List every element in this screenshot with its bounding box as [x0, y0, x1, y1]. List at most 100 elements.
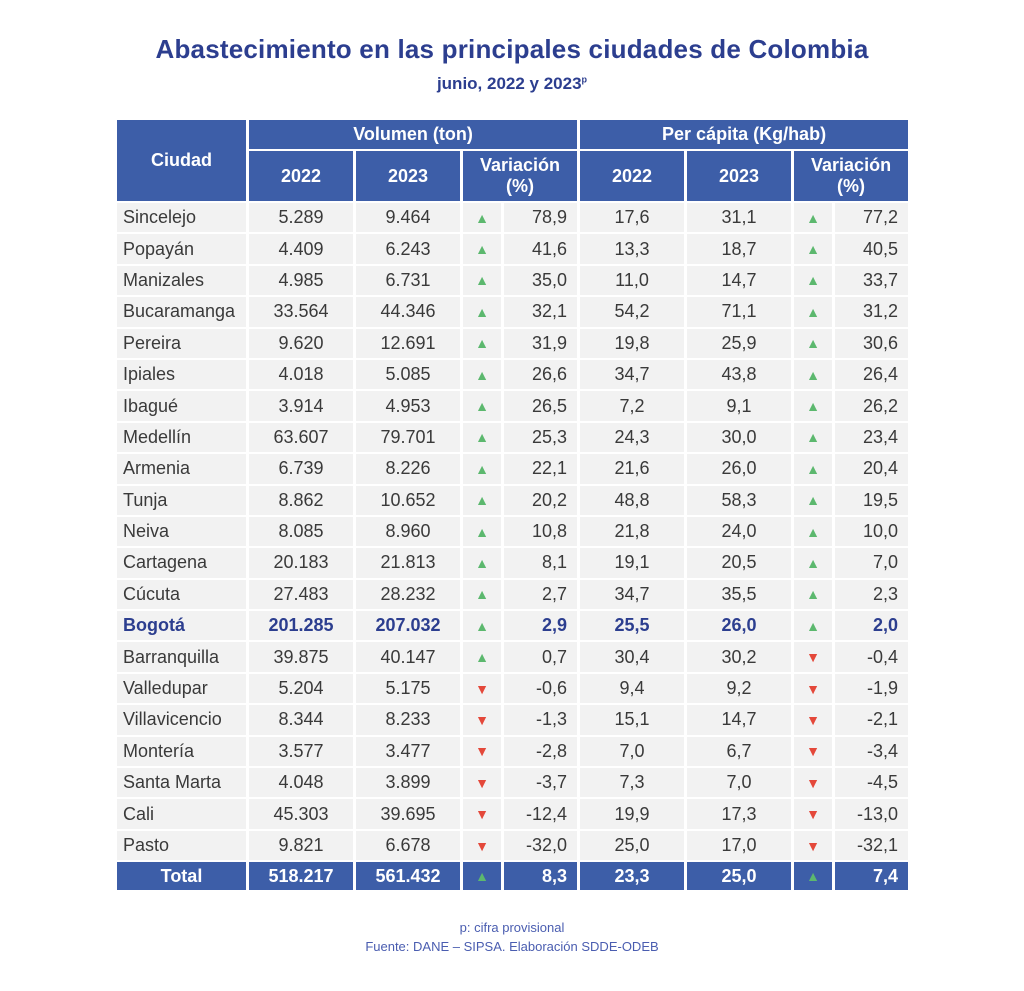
table-row: Cúcuta 27.483 28.232 ▲ 2,7 34,7 35,5 ▲ 2,3: [117, 580, 908, 609]
table-body: Sincelejo 5.289 9.464 ▲ 78,9 17,6 31,1 ▲ 77,2 Pop…: [117, 203, 908, 890]
volume-2022: 45.303: [249, 799, 353, 828]
arrow-up-icon: ▲: [475, 524, 489, 540]
percapita-trend: ▲: [794, 297, 832, 326]
volume-2023: 5.085: [356, 360, 460, 389]
volume-2022: 4.985: [249, 266, 353, 295]
city-name: Cúcuta: [117, 580, 246, 609]
volume-trend: ▼: [463, 831, 501, 860]
volume-variation: 25,3: [504, 423, 577, 452]
percapita-2022: 19,9: [580, 799, 684, 828]
percapita-variation: -3,4: [835, 737, 908, 766]
volume-variation: 78,9: [504, 203, 577, 232]
city-name: Medellín: [117, 423, 246, 452]
volume-trend: ▲: [463, 862, 501, 890]
percapita-variation: -4,5: [835, 768, 908, 797]
city-name: Total: [117, 862, 246, 890]
volume-trend: ▲: [463, 517, 501, 546]
arrow-up-icon: ▲: [475, 429, 489, 445]
percapita-trend: ▼: [794, 831, 832, 860]
percapita-trend: ▲: [794, 517, 832, 546]
volume-2023: 21.813: [356, 548, 460, 577]
header-percapita-variation: Variación (%): [794, 151, 908, 201]
arrow-down-icon: ▼: [475, 775, 489, 791]
volume-trend: ▲: [463, 360, 501, 389]
percapita-variation: 19,5: [835, 486, 908, 515]
volume-2022: 201.285: [249, 611, 353, 640]
volume-trend: ▼: [463, 674, 501, 703]
volume-2022: 39.875: [249, 642, 353, 671]
arrow-down-icon: ▼: [475, 712, 489, 728]
city-name: Barranquilla: [117, 642, 246, 671]
volume-trend: ▲: [463, 423, 501, 452]
arrow-down-icon: ▼: [475, 681, 489, 697]
arrow-up-icon: ▲: [475, 304, 489, 320]
percapita-2022: 7,2: [580, 391, 684, 420]
percapita-2022: 54,2: [580, 297, 684, 326]
arrow-up-icon: ▲: [475, 241, 489, 257]
percapita-trend: ▼: [794, 768, 832, 797]
page-subtitle: junio, 2022 y 2023p: [0, 74, 1024, 94]
volume-2022: 8.085: [249, 517, 353, 546]
percapita-trend: ▼: [794, 705, 832, 734]
volume-variation: 31,9: [504, 329, 577, 358]
volume-2023: 40.147: [356, 642, 460, 671]
subtitle-text: junio, 2022 y 2023: [437, 74, 582, 93]
arrow-up-icon: ▲: [475, 618, 489, 634]
percapita-2023: 9,1: [687, 391, 791, 420]
percapita-2022: 17,6: [580, 203, 684, 232]
percapita-variation: -1,9: [835, 674, 908, 703]
percapita-variation: 10,0: [835, 517, 908, 546]
percapita-trend: ▲: [794, 203, 832, 232]
percapita-2023: 71,1: [687, 297, 791, 326]
arrow-up-icon: ▲: [475, 555, 489, 571]
table-row: Villavicencio 8.344 8.233 ▼ -1,3 15,1 14,7 ▼ -2,…: [117, 705, 908, 734]
percapita-trend: ▼: [794, 642, 832, 671]
percapita-2022: 13,3: [580, 234, 684, 263]
percapita-2023: 30,2: [687, 642, 791, 671]
volume-variation: -3,7: [504, 768, 577, 797]
arrow-up-icon: ▲: [806, 367, 820, 383]
percapita-2022: 48,8: [580, 486, 684, 515]
volume-trend: ▲: [463, 203, 501, 232]
table-row: Manizales 4.985 6.731 ▲ 35,0 11,0 14,7 ▲ 33,7: [117, 266, 908, 295]
city-name: Valledupar: [117, 674, 246, 703]
source-note: Fuente: DANE – SIPSA. Elaboración SDDE-O…: [0, 939, 1024, 954]
volume-2023: 39.695: [356, 799, 460, 828]
volume-variation: 8,1: [504, 548, 577, 577]
volume-2022: 3.914: [249, 391, 353, 420]
table-row: Montería 3.577 3.477 ▼ -2,8 7,0 6,7 ▼ -3,4: [117, 737, 908, 766]
table-row: Pereira 9.620 12.691 ▲ 31,9 19,8 25,9 ▲ 30,6: [117, 329, 908, 358]
table-row: Neiva 8.085 8.960 ▲ 10,8 21,8 24,0 ▲ 10,0: [117, 517, 908, 546]
percapita-trend: ▲: [794, 548, 832, 577]
city-name: Santa Marta: [117, 768, 246, 797]
arrow-up-icon: ▲: [806, 586, 820, 602]
table-row: Barranquilla 39.875 40.147 ▲ 0,7 30,4 30,2 ▼ -0,…: [117, 642, 908, 671]
percapita-2022: 21,6: [580, 454, 684, 483]
volume-trend: ▲: [463, 266, 501, 295]
percapita-2023: 17,3: [687, 799, 791, 828]
percapita-trend: ▲: [794, 486, 832, 515]
table-row: Ipiales 4.018 5.085 ▲ 26,6 34,7 43,8 ▲ 26,4: [117, 360, 908, 389]
percapita-trend: ▲: [794, 329, 832, 358]
header-percapita-2022: 2022: [580, 151, 684, 201]
percapita-2022: 25,0: [580, 831, 684, 860]
arrow-up-icon: ▲: [806, 241, 820, 257]
percapita-2023: 25,0: [687, 862, 791, 890]
percapita-variation: -0,4: [835, 642, 908, 671]
percapita-2023: 26,0: [687, 611, 791, 640]
percapita-trend: ▲: [794, 580, 832, 609]
table-row: Bucaramanga 33.564 44.346 ▲ 32,1 54,2 71,1 ▲ 31,…: [117, 297, 908, 326]
volume-2023: 4.953: [356, 391, 460, 420]
arrow-up-icon: ▲: [475, 367, 489, 383]
arrow-up-icon: ▲: [475, 461, 489, 477]
volume-trend: ▲: [463, 297, 501, 326]
arrow-down-icon: ▼: [806, 681, 820, 697]
percapita-trend: ▼: [794, 674, 832, 703]
city-name: Villavicencio: [117, 705, 246, 734]
volume-2023: 207.032: [356, 611, 460, 640]
volume-2023: 3.899: [356, 768, 460, 797]
volume-2022: 9.620: [249, 329, 353, 358]
percapita-variation: 26,4: [835, 360, 908, 389]
percapita-2023: 17,0: [687, 831, 791, 860]
volume-2023: 6.678: [356, 831, 460, 860]
